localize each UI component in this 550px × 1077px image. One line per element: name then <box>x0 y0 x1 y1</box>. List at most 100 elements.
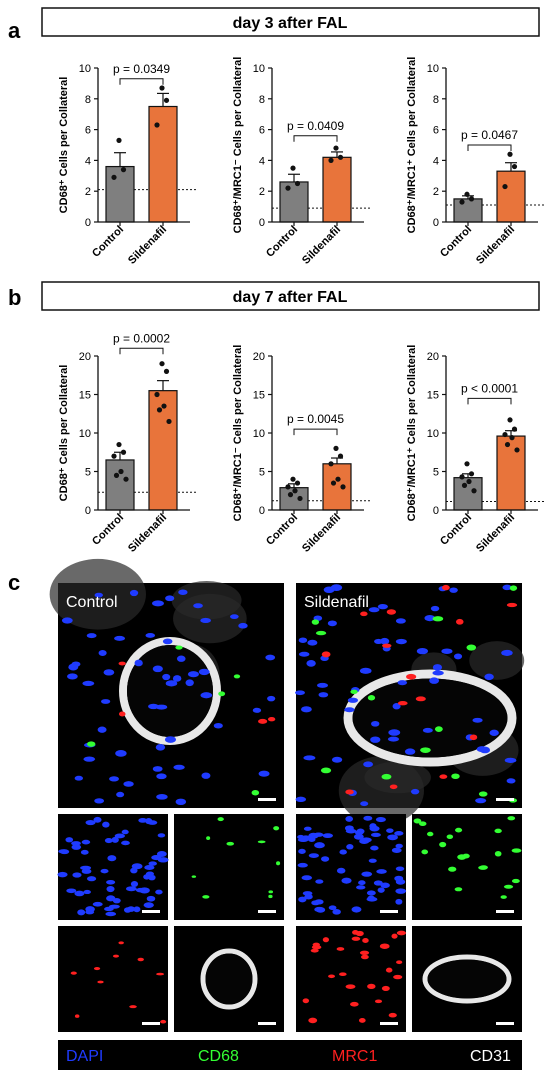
cd68-cell <box>451 773 460 779</box>
nucleus <box>371 720 380 727</box>
nucleus <box>185 679 194 687</box>
nucleus <box>92 901 103 907</box>
data-point <box>120 449 127 455</box>
nucleus <box>332 909 341 915</box>
nucleus <box>81 839 91 845</box>
mrc1-cell <box>113 954 119 958</box>
data-point <box>507 151 513 157</box>
nucleus <box>71 841 81 846</box>
cd68-cell <box>87 741 96 747</box>
muscle-fiber <box>173 593 247 644</box>
data-point <box>294 480 301 486</box>
nucleus <box>367 895 375 901</box>
panel-letter-a: a <box>8 18 21 43</box>
data-point <box>116 441 122 448</box>
nucleus <box>387 736 400 742</box>
mrc1-cell <box>358 1018 366 1023</box>
nucleus <box>157 857 169 863</box>
nucleus <box>156 794 168 800</box>
nucleus <box>172 675 182 682</box>
nucleus <box>152 600 164 607</box>
mrc1-cell <box>355 930 364 937</box>
nucleus <box>361 871 373 877</box>
scale-bar <box>496 798 514 801</box>
cd68-cell <box>455 827 463 833</box>
panel-letter-c: c <box>8 570 20 595</box>
data-point <box>511 426 518 432</box>
control-dapi-image <box>57 814 169 920</box>
nucleus <box>344 707 355 713</box>
cd68-cell <box>226 841 235 846</box>
y-axis-label: CD68⁺/MRC1⁻ Cells per Collateral <box>232 57 244 234</box>
cd68-cell <box>462 853 470 859</box>
data-point <box>333 145 339 151</box>
mrc1-cell <box>439 774 448 779</box>
mrc1-cell <box>137 957 144 962</box>
nucleus <box>424 615 436 622</box>
image-background <box>412 814 522 920</box>
nucleus <box>123 781 134 787</box>
y-tick-label: 10 <box>253 63 265 75</box>
cd68-cell <box>507 816 516 821</box>
mrc1-cell <box>441 584 450 591</box>
data-point <box>285 185 291 191</box>
nucleus <box>71 844 82 850</box>
nucleus <box>115 749 127 757</box>
cd68-cell <box>350 689 358 695</box>
data-point <box>504 441 511 448</box>
nucleus <box>429 677 440 684</box>
mrc1-cell <box>345 984 356 989</box>
mrc1-cell <box>118 661 126 666</box>
y-axis-label: CD68⁺ Cells per Collateral <box>58 365 70 502</box>
nucleus <box>100 868 109 874</box>
cd68-cell <box>206 836 211 841</box>
nucleus <box>58 849 69 854</box>
cd68-cell <box>367 695 376 701</box>
vessel-wall <box>422 954 512 1004</box>
nucleus <box>300 706 312 713</box>
y-tick-label: 6 <box>433 125 439 137</box>
y-tick-label: 5 <box>433 467 439 479</box>
nucleus <box>165 595 175 602</box>
nucleus <box>315 879 324 884</box>
nucleus <box>379 637 390 645</box>
y-tick-label: 4 <box>85 155 91 167</box>
cd68-cell <box>511 878 520 884</box>
nucleus <box>391 847 402 853</box>
nucleus <box>377 887 385 893</box>
mrc1-cell <box>345 789 354 795</box>
mrc1-cell <box>379 943 390 949</box>
data-point <box>166 418 172 425</box>
mrc1-cell <box>374 999 383 1004</box>
data-point <box>123 476 129 482</box>
nucleus <box>318 692 329 698</box>
mrc1-cell <box>359 950 370 955</box>
data-point <box>337 453 344 459</box>
nucleus <box>484 673 494 681</box>
mrc1-cell <box>118 711 126 717</box>
cd68-cell <box>268 890 274 894</box>
nucleus <box>152 665 163 673</box>
nucleus <box>213 722 223 729</box>
nucleus <box>86 633 97 639</box>
cd68-cell <box>175 645 183 650</box>
cd68-cell <box>218 691 226 697</box>
legend-mrc1: MRC1 <box>332 1048 377 1065</box>
data-point <box>459 199 465 205</box>
nucleus <box>404 748 416 755</box>
y-tick-label: 2 <box>433 186 439 198</box>
y-tick-label: 0 <box>259 217 265 229</box>
mrc1-cell <box>93 967 101 971</box>
data-point <box>292 488 298 494</box>
mrc1-cell <box>351 936 361 941</box>
nucleus <box>354 830 364 835</box>
nucleus <box>346 844 354 850</box>
nucleus <box>114 833 125 839</box>
nucleus <box>359 667 372 674</box>
cd68-cell <box>315 630 327 636</box>
mrc1-cell <box>74 1014 80 1018</box>
cd68-cell <box>276 861 281 866</box>
data-point <box>290 476 296 482</box>
nucleus <box>377 603 388 610</box>
mrc1-cell <box>385 967 393 973</box>
